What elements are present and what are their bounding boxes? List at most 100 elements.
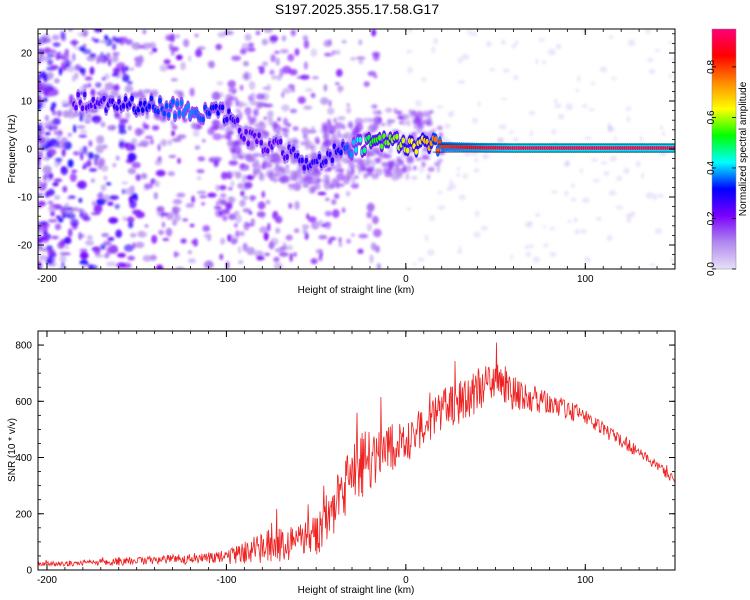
heatmap-cell bbox=[358, 59, 364, 65]
heatmap-cell bbox=[554, 103, 562, 109]
heatmap-cell bbox=[220, 237, 226, 245]
heatmap-cell bbox=[55, 215, 61, 219]
heatmap-cell bbox=[456, 250, 463, 254]
heatmap-cell bbox=[301, 224, 310, 229]
heatmap-cell bbox=[61, 214, 66, 219]
heatmap-cell bbox=[557, 113, 565, 120]
heatmap-cell bbox=[123, 244, 134, 252]
heatmap-cell bbox=[117, 252, 126, 258]
heatmap-cell bbox=[112, 51, 120, 56]
heatmap-cell bbox=[251, 92, 256, 98]
heatmap-cell bbox=[316, 139, 320, 145]
heatmap-cell bbox=[119, 36, 126, 46]
heatmap-cell bbox=[290, 29, 296, 37]
heatmap-cell bbox=[68, 29, 73, 32]
heatmap-cell bbox=[500, 39, 507, 45]
heatmap-ridge-core bbox=[171, 98, 175, 105]
heatmap-cell bbox=[406, 207, 412, 211]
heatmap-cell bbox=[457, 57, 463, 64]
heatmap-cell bbox=[42, 174, 48, 182]
heatmap-cell bbox=[156, 264, 164, 269]
heatmap-cell bbox=[92, 115, 102, 124]
snr-x-ticks: -200 -100 0 100 bbox=[37, 331, 676, 586]
heatmap-cell bbox=[138, 45, 146, 49]
heatmap-cell bbox=[239, 231, 245, 237]
heatmap-cell bbox=[510, 254, 514, 260]
heatmap-cell bbox=[116, 262, 126, 269]
heatmap-ridge-core bbox=[317, 153, 322, 160]
heatmap-y-ticks: -20 -10 0 10 20 bbox=[18, 33, 675, 265]
heatmap-cell bbox=[418, 166, 425, 173]
heatmap-cell bbox=[47, 200, 54, 205]
heatmap-cell bbox=[590, 81, 596, 85]
heatmap-cell bbox=[72, 75, 76, 82]
heatmap-cell bbox=[626, 116, 631, 123]
heatmap-cell bbox=[524, 244, 530, 250]
heatmap-cell bbox=[373, 228, 382, 238]
heatmap-cell bbox=[279, 68, 284, 77]
heatmap-cell bbox=[104, 253, 110, 259]
heatmap-cell bbox=[79, 129, 88, 134]
heatmap-cell bbox=[654, 227, 663, 235]
heatmap-cell bbox=[275, 167, 281, 174]
heatmap-cell bbox=[42, 97, 48, 103]
heatmap-cell bbox=[267, 117, 274, 126]
heatmap-cell bbox=[333, 117, 337, 124]
heatmap-cell bbox=[372, 147, 381, 154]
heatmap-cell bbox=[65, 244, 69, 250]
snr-frame bbox=[37, 330, 676, 571]
heatmap-cell bbox=[97, 54, 105, 63]
heatmap-cell bbox=[371, 104, 378, 109]
heatmap-cell bbox=[48, 206, 57, 212]
heatmap-cell bbox=[354, 122, 364, 132]
heatmap-cell bbox=[38, 159, 41, 169]
heatmap-cell bbox=[350, 182, 359, 189]
heatmap-cell bbox=[220, 193, 227, 199]
heatmap-cell bbox=[99, 191, 103, 195]
heatmap-cell bbox=[363, 81, 370, 87]
heatmap-cell bbox=[150, 254, 157, 261]
heatmap-cell bbox=[645, 29, 651, 34]
y-tick-label: -10 bbox=[18, 193, 33, 204]
heatmap-cell bbox=[378, 151, 388, 159]
heatmap-cell bbox=[323, 40, 333, 47]
heatmap-ridge-core bbox=[285, 154, 289, 160]
heatmap-cell bbox=[532, 256, 541, 263]
colorbar-ticks: 0.0 0.2 0.4 0.6 0.8 bbox=[706, 60, 736, 276]
heatmap-cell bbox=[336, 161, 342, 171]
heatmap-cell bbox=[363, 171, 367, 180]
heatmap-cell bbox=[47, 53, 55, 58]
heatmap-cell bbox=[72, 151, 80, 156]
heatmap-cell bbox=[498, 124, 507, 130]
heatmap-cell bbox=[108, 217, 119, 224]
heatmap-cell bbox=[264, 252, 271, 257]
heatmap-cell bbox=[88, 264, 98, 269]
heatmap-cell bbox=[215, 184, 220, 192]
heatmap-cell bbox=[222, 215, 228, 222]
heatmap-cell bbox=[344, 135, 349, 140]
heatmap-cell bbox=[42, 231, 48, 235]
heatmap-cell bbox=[287, 84, 295, 89]
heatmap-cell bbox=[591, 158, 598, 162]
heatmap-cell bbox=[76, 125, 86, 129]
heatmap-cell bbox=[342, 175, 350, 185]
heatmap-cell bbox=[52, 42, 61, 47]
heatmap-ridge-core bbox=[352, 139, 356, 146]
heatmap-cell bbox=[155, 169, 166, 177]
heatmap-ridge-core bbox=[74, 104, 78, 111]
heatmap-cell bbox=[47, 249, 56, 257]
heatmap-cell bbox=[38, 193, 44, 197]
heatmap-cell bbox=[193, 238, 198, 247]
heatmap-cell bbox=[481, 225, 488, 231]
heatmap-cell bbox=[92, 200, 96, 207]
heatmap-cell bbox=[473, 231, 481, 238]
heatmap-ridge-core bbox=[186, 103, 190, 110]
heatmap-cell bbox=[82, 29, 89, 38]
heatmap-cell bbox=[171, 124, 178, 130]
heatmap-cell bbox=[189, 87, 195, 97]
heatmap-cell bbox=[171, 46, 179, 52]
heatmap-cell bbox=[362, 117, 371, 123]
heatmap-cell bbox=[168, 155, 177, 158]
heatmap-cell bbox=[563, 160, 570, 168]
heatmap-cell bbox=[85, 239, 95, 246]
